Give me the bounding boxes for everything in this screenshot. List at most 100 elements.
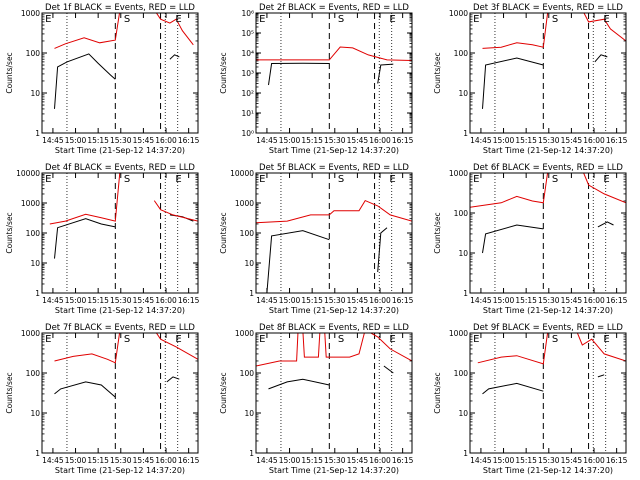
- x-tick-label: 15:15: [515, 456, 537, 465]
- x-tick-label: 15:15: [87, 136, 109, 145]
- x-tick-label: 16:15: [178, 296, 200, 305]
- phase-marker-middle: S: [124, 334, 130, 345]
- phase-marker-right: E: [389, 334, 395, 345]
- x-axis-label: Start Time (21-Sep-12 14:37:20): [55, 146, 185, 155]
- lld-series-line: [49, 173, 121, 225]
- y-tick-label: 100: [240, 369, 255, 378]
- phase-marker-right: E: [389, 14, 395, 25]
- x-tick-label: 14:45: [42, 136, 64, 145]
- y-tick-label: 100: [26, 49, 41, 58]
- y-tick-label: 100: [240, 229, 255, 238]
- x-tick-label: 15:00: [493, 456, 515, 465]
- x-tick-label: 15:30: [324, 136, 346, 145]
- detector-panel-7: Det 7f BLACK = Events, RED = LLD 1 10 100 10…: [5, 323, 200, 475]
- events-series-line: [54, 218, 116, 259]
- x-axis-label: Start Time (21-Sep-12 14:37:20): [269, 466, 399, 475]
- y-tick-label: 10000: [16, 169, 40, 178]
- x-tick-label: 16:15: [178, 136, 200, 145]
- events-series-line: [377, 63, 394, 84]
- events-series-line: [169, 54, 180, 60]
- lld-series-line: [153, 200, 198, 222]
- x-tick-label: 16:15: [606, 136, 628, 145]
- x-tick-label: 15:30: [324, 296, 346, 305]
- phase-marker-middle: S: [338, 14, 344, 25]
- phase-marker-middle: S: [124, 174, 130, 185]
- phase-marker-left: E: [473, 14, 479, 25]
- y-tick-label: 10000: [230, 169, 254, 178]
- x-axis-label: Start Time (21-Sep-12 14:37:20): [269, 146, 399, 155]
- y-tick-label: 10⁶: [241, 9, 254, 18]
- x-tick-label: 16:00: [583, 136, 605, 145]
- x-axis-label: Start Time (21-Sep-12 14:37:20): [483, 306, 613, 315]
- y-tick-label: 10²: [241, 89, 254, 98]
- x-tick-label: 15:00: [279, 136, 301, 145]
- events-series-line: [166, 376, 180, 383]
- phase-marker-left: E: [473, 174, 479, 185]
- events-series-line: [169, 214, 194, 222]
- x-tick-label: 15:45: [133, 296, 155, 305]
- x-tick-label: 16:15: [606, 296, 628, 305]
- lld-series-line: [482, 13, 626, 49]
- x-tick-label: 15:15: [301, 296, 323, 305]
- phase-marker-middle: S: [552, 334, 558, 345]
- x-tick-label: 15:00: [65, 136, 87, 145]
- x-tick-label: 16:15: [392, 136, 414, 145]
- y-tick-label: 10⁵: [241, 29, 254, 38]
- phase-marker-left: E: [45, 174, 51, 185]
- x-tick-label: 15:00: [279, 296, 301, 305]
- y-axis-label: Counts/sec: [5, 52, 14, 93]
- panel-title: Det 9f BLACK = Events, RED = LLD: [473, 323, 623, 333]
- y-tick-label: 10: [30, 259, 40, 268]
- phase-marker-middle: S: [338, 334, 344, 345]
- y-tick-label: 1000: [449, 9, 468, 18]
- detector-panel-2: Det 2f BLACK = Events, RED = LLD 10⁰ 10¹ 10…: [219, 3, 414, 155]
- phase-marker-left: E: [45, 14, 51, 25]
- x-tick-label: 15:30: [110, 136, 132, 145]
- lld-series-line: [256, 199, 412, 224]
- y-tick-label: 1000: [449, 329, 468, 338]
- x-tick-label: 15:00: [65, 456, 87, 465]
- x-tick-label: 16:15: [606, 456, 628, 465]
- x-tick-label: 15:45: [347, 456, 369, 465]
- x-tick-label: 15:15: [87, 456, 109, 465]
- x-tick-label: 15:30: [110, 456, 132, 465]
- y-tick-label: 1: [35, 449, 40, 458]
- panel-title: Det 3f BLACK = Events, RED = LLD: [473, 3, 623, 13]
- phase-marker-right: E: [603, 334, 609, 345]
- y-axis-label: Counts/sec: [433, 212, 442, 253]
- y-tick-label: 1000: [235, 329, 254, 338]
- x-tick-label: 14:45: [256, 136, 278, 145]
- x-tick-label: 16:15: [392, 456, 414, 465]
- panel-title: Det 6f BLACK = Events, RED = LLD: [473, 163, 623, 173]
- y-tick-label: 10: [458, 89, 468, 98]
- detector-panel-1: Det 1f BLACK = Events, RED = LLD 1 10 100 10…: [5, 3, 200, 155]
- detector-panel-5: Det 5f BLACK = Events, RED = LLD 1 10 100 10…: [219, 163, 414, 315]
- y-tick-label: 1000: [21, 199, 40, 208]
- x-tick-label: 15:30: [538, 136, 560, 145]
- y-tick-label: 10: [244, 259, 254, 268]
- events-series-line: [482, 382, 544, 395]
- x-tick-label: 16:00: [369, 456, 391, 465]
- x-tick-label: 14:45: [470, 136, 492, 145]
- x-tick-label: 15:30: [538, 456, 560, 465]
- x-tick-label: 15:45: [133, 456, 155, 465]
- y-tick-label: 1: [249, 289, 254, 298]
- x-tick-label: 15:15: [301, 136, 323, 145]
- x-tick-label: 16:15: [178, 456, 200, 465]
- x-tick-label: 15:15: [515, 136, 537, 145]
- detector-panel-6: Det 6f BLACK = Events, RED = LLD 1 10 100 10…: [433, 163, 628, 315]
- y-tick-label: 1000: [449, 169, 468, 178]
- x-tick-label: 15:15: [301, 456, 323, 465]
- y-tick-label: 10: [458, 249, 468, 258]
- x-tick-label: 14:45: [470, 456, 492, 465]
- plot-frame: [469, 12, 627, 134]
- lld-series-line: [54, 333, 121, 364]
- x-tick-label: 16:15: [392, 296, 414, 305]
- x-axis-label: Start Time (21-Sep-12 14:37:20): [483, 146, 613, 155]
- phase-marker-right: E: [175, 334, 181, 345]
- plot-frame: [255, 172, 413, 294]
- detector-panel-8: Det 8f BLACK = Events, RED = LLD 1 10 100 10…: [219, 323, 414, 475]
- y-tick-label: 1: [463, 129, 468, 138]
- phase-marker-right: E: [175, 174, 181, 185]
